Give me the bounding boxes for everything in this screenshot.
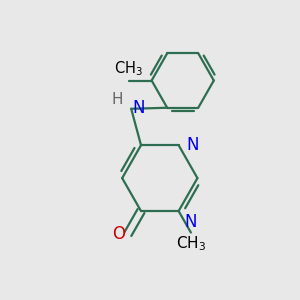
Text: CH$_3$: CH$_3$ xyxy=(114,59,143,78)
Text: CH$_3$: CH$_3$ xyxy=(176,234,206,253)
Text: H: H xyxy=(112,92,123,107)
Text: N: N xyxy=(187,136,199,154)
Text: N: N xyxy=(132,99,145,117)
Text: O: O xyxy=(112,225,124,243)
Text: N: N xyxy=(184,213,197,231)
